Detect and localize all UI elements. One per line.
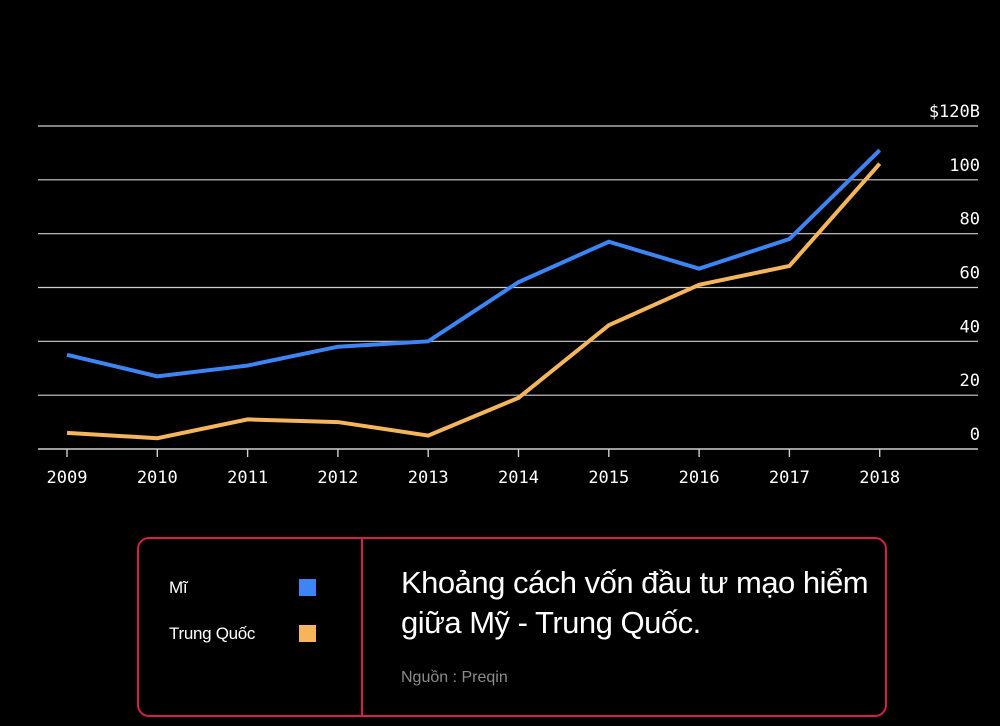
y-tick-label: 100 — [949, 156, 980, 176]
chart-title: Khoảng cách vốn đầu tư mạo hiểm giữa Mỹ … — [401, 565, 869, 640]
y-tick-label: 20 — [960, 371, 980, 391]
legend-panel: Mĩ Trung Quốc Khoảng cách vốn đầu tư mạo… — [137, 537, 887, 717]
x-tick-label: 2009 — [47, 468, 88, 488]
series-line-china — [66, 162, 882, 441]
legend-label-china: Trung Quốc — [169, 624, 256, 643]
y-tick-label: $120B — [929, 102, 980, 122]
y-tick-label: 0 — [970, 425, 980, 445]
series-lines — [66, 148, 882, 441]
y-tick-label: 80 — [960, 210, 980, 230]
x-tick-label: 2010 — [137, 468, 178, 488]
x-tick-label: 2015 — [588, 468, 629, 488]
legend-swatch-us — [299, 579, 316, 596]
x-tick-label: 2011 — [227, 468, 268, 488]
x-tick-label: 2017 — [769, 468, 810, 488]
series-line-us — [66, 148, 882, 379]
y-tick-label: 60 — [960, 264, 980, 284]
gridlines — [38, 125, 978, 450]
y-axis-ticks: 0 20 40 60 80 100 $120B — [929, 102, 980, 445]
legend-swatch-china — [299, 625, 316, 642]
source-note: Nguồn : Preqin — [401, 669, 508, 686]
legend-label-us: Mĩ — [169, 578, 188, 597]
x-tick-label: 2013 — [408, 468, 449, 488]
y-tick-label: 40 — [960, 317, 980, 337]
x-tick-label: 2016 — [679, 468, 720, 488]
x-tick-label: 2018 — [859, 468, 900, 488]
x-axis-ticks: 2009 2010 2011 2012 2013 2014 2015 2016 2017 2018 — [47, 449, 900, 488]
x-tick-label: 2014 — [498, 468, 539, 488]
legend-divider — [361, 539, 363, 715]
x-tick-label: 2012 — [317, 468, 358, 488]
